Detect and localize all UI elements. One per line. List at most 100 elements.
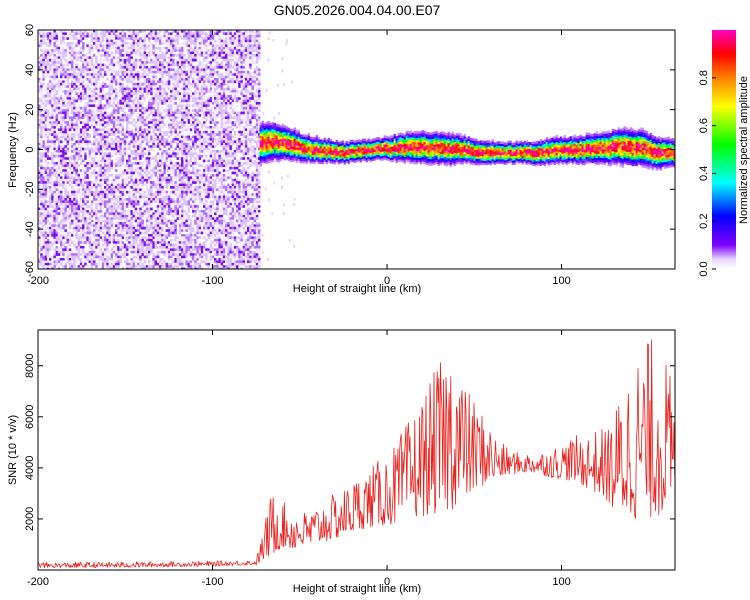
spectrogram-cell [86, 229, 89, 232]
spectrogram-cell [110, 63, 114, 67]
spectrogram-cell [46, 226, 50, 230]
spectrogram-cell [73, 126, 76, 129]
spectrogram-cell [172, 250, 175, 254]
spectrogram-cell [161, 246, 164, 249]
spectrogram-cell [110, 198, 114, 201]
spectrogram-cell [73, 202, 76, 206]
spectrogram-cell [106, 44, 109, 48]
spectrogram-cell [159, 46, 162, 50]
spectrogram-cell [145, 90, 149, 93]
spectrogram-cell [82, 80, 85, 84]
spectrogram-cell [139, 226, 142, 230]
spectrogram-cell [165, 111, 169, 115]
spectrogram-cell [183, 186, 186, 189]
spectrogram-cell [150, 109, 153, 112]
spectrogram-cell [106, 224, 109, 228]
spectrogram-cell [183, 42, 186, 45]
spectrogram-cell [132, 87, 136, 91]
spectrogram-cell [194, 138, 197, 141]
spectrogram-cell [148, 188, 151, 192]
spectrogram-cell [40, 42, 43, 45]
spectrogram-cell [73, 142, 76, 146]
spectrogram-cell [66, 162, 70, 165]
spectrogram-cell [66, 217, 70, 220]
spectrogram-cell [68, 159, 72, 163]
spectrogram-cell [181, 219, 184, 223]
spectrogram-cell [132, 255, 136, 259]
spectrogram-cell [90, 111, 94, 115]
spectrogram-cell [117, 212, 120, 216]
spectrogram-cell [73, 135, 76, 139]
spectrogram-cell [172, 63, 175, 67]
spectrogram-cell [71, 123, 74, 127]
spectrogram-cell [165, 164, 169, 168]
spectrogram-cell [143, 118, 147, 122]
spectrogram-cell [101, 260, 105, 264]
spectrogram-cell [148, 159, 151, 163]
spectrogram-cell [101, 123, 105, 127]
spectrogram-cell [187, 80, 191, 84]
spectrogram-cell [55, 200, 59, 204]
spectrogram-cell [84, 250, 87, 254]
spectrogram-cell [150, 226, 153, 230]
spectrogram-cell [139, 46, 142, 50]
spectrogram-cell [112, 42, 116, 45]
spectrogram-cell [90, 200, 94, 204]
spectrogram-cell [53, 198, 56, 201]
spectrogram-cell [170, 262, 173, 266]
spectrogram-cell [134, 181, 138, 184]
spectrogram-cell [185, 70, 188, 74]
spectrogram-cell [152, 44, 155, 48]
spectrogram-cell [99, 174, 103, 177]
spectrogram-cell [104, 37, 107, 40]
spectrogram-cell [194, 186, 197, 189]
spectrogram-cell [156, 63, 160, 67]
spectrogram-cell [159, 265, 162, 268]
spectrogram-cell [82, 229, 85, 232]
spectrogram-cell [62, 231, 65, 235]
spectrogram-cell [137, 44, 140, 48]
spectrogram-cell [134, 157, 138, 160]
spectrogram-cell [174, 176, 177, 180]
spectrogram-cell [192, 171, 195, 175]
spectrogram-cell [44, 51, 48, 55]
spectrogram-cell [150, 202, 153, 206]
spectrogram-cell [183, 32, 186, 36]
spectrogram-cell [46, 94, 50, 98]
spectrogram-cell [115, 253, 118, 256]
spectrogram-cell [163, 130, 166, 134]
spectrogram-cell [90, 260, 94, 264]
spectrogram-cell [130, 116, 133, 120]
spectrogram-cell [187, 253, 191, 256]
spectrogram-cell [112, 186, 116, 189]
spectrogram-cell [115, 262, 118, 266]
spectrogram-cell [82, 246, 85, 249]
spectrogram-cell [150, 183, 153, 187]
spectrogram-cell [115, 224, 118, 228]
spectrogram-cell [183, 157, 186, 160]
spectrogram-cell [141, 44, 144, 48]
spectrogram-cell [132, 248, 136, 252]
spectrogram-cell [79, 267, 83, 269]
spectrogram-cell [57, 58, 61, 62]
spectrogram-cell [172, 49, 175, 52]
spectrogram-cell [145, 152, 149, 156]
spectrogram-cell [192, 248, 195, 252]
spectrogram-cell [192, 99, 195, 103]
spectrogram-cell [104, 241, 107, 244]
spectrogram-cell [86, 133, 89, 136]
spectrogram-cell [62, 51, 65, 55]
spectrogram-cell [121, 231, 125, 235]
spectrogram-cell [66, 142, 70, 146]
spectrogram-cell [95, 73, 98, 76]
spectrogram-cell [79, 231, 83, 235]
spectrogram-cell [174, 236, 177, 240]
spectrogram-cell [145, 80, 149, 84]
spectrogram-cell [139, 102, 142, 105]
spectrogram-cell [97, 224, 100, 228]
spectrogram-cell [189, 32, 193, 36]
spectrogram-cell [108, 267, 111, 269]
spectrogram-cell [57, 174, 61, 177]
spectrogram-cell [93, 126, 96, 129]
spectrogram-cell [189, 114, 193, 117]
